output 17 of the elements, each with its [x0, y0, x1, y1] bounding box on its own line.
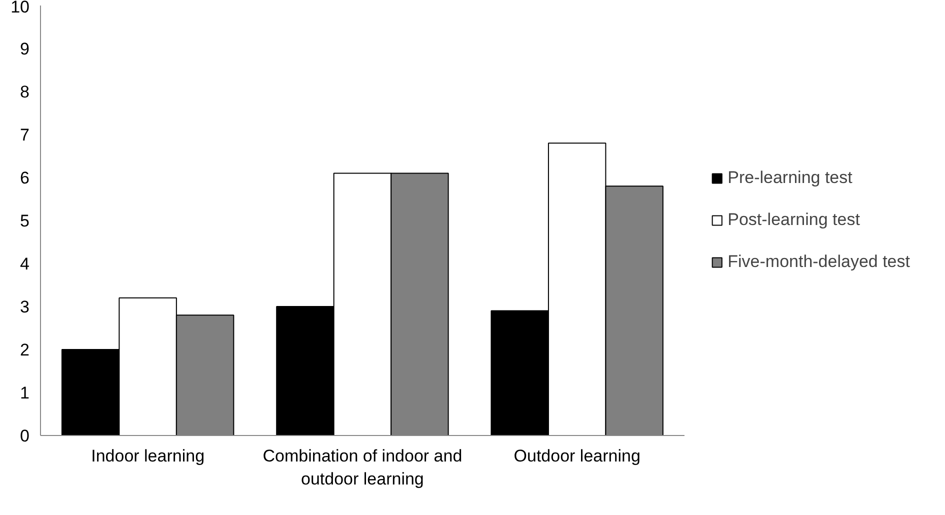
- x-tick-label: Indoor learning: [91, 446, 205, 466]
- y-tick-label: 8: [20, 82, 30, 102]
- y-tick-label: 4: [20, 254, 30, 274]
- x-tick-label: Outdoor learning: [514, 446, 640, 466]
- x-tick-label: Combination of indoor and outdoor learning: [262, 446, 462, 488]
- y-tick-label: 5: [20, 212, 30, 230]
- y-tick-label: 1: [20, 384, 30, 402]
- y-tick-label: 9: [20, 40, 30, 58]
- legend-label: Pre-learning test: [728, 168, 852, 188]
- y-tick-label: 7: [20, 126, 30, 144]
- legend-label: Post-learning test: [728, 210, 860, 230]
- y-tick-label: 0: [20, 426, 30, 446]
- legend-label: Five-month-delayed test: [728, 252, 910, 272]
- y-tick-label: 10: [10, 0, 30, 16]
- y-tick-label: 3: [20, 298, 30, 316]
- y-tick-label: 6: [20, 168, 30, 188]
- y-tick-label: 2: [20, 340, 30, 360]
